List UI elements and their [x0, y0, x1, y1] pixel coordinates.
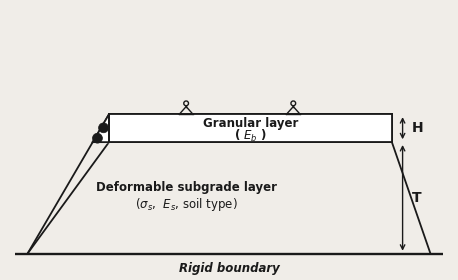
Bar — [109, 114, 392, 142]
Circle shape — [93, 133, 103, 143]
Text: T: T — [412, 191, 422, 205]
Text: ($\sigma_s$,  $E_s$, soil type): ($\sigma_s$, $E_s$, soil type) — [135, 196, 238, 213]
Text: Deformable subgrade layer: Deformable subgrade layer — [96, 181, 277, 194]
Text: Granular layer: Granular layer — [203, 116, 298, 130]
Polygon shape — [93, 114, 109, 142]
Text: H: H — [412, 121, 424, 135]
Text: ( $\mathit{E_b}$ ): ( $\mathit{E_b}$ ) — [234, 128, 267, 144]
Circle shape — [98, 123, 109, 133]
Text: Rigid boundary: Rigid boundary — [179, 262, 279, 275]
